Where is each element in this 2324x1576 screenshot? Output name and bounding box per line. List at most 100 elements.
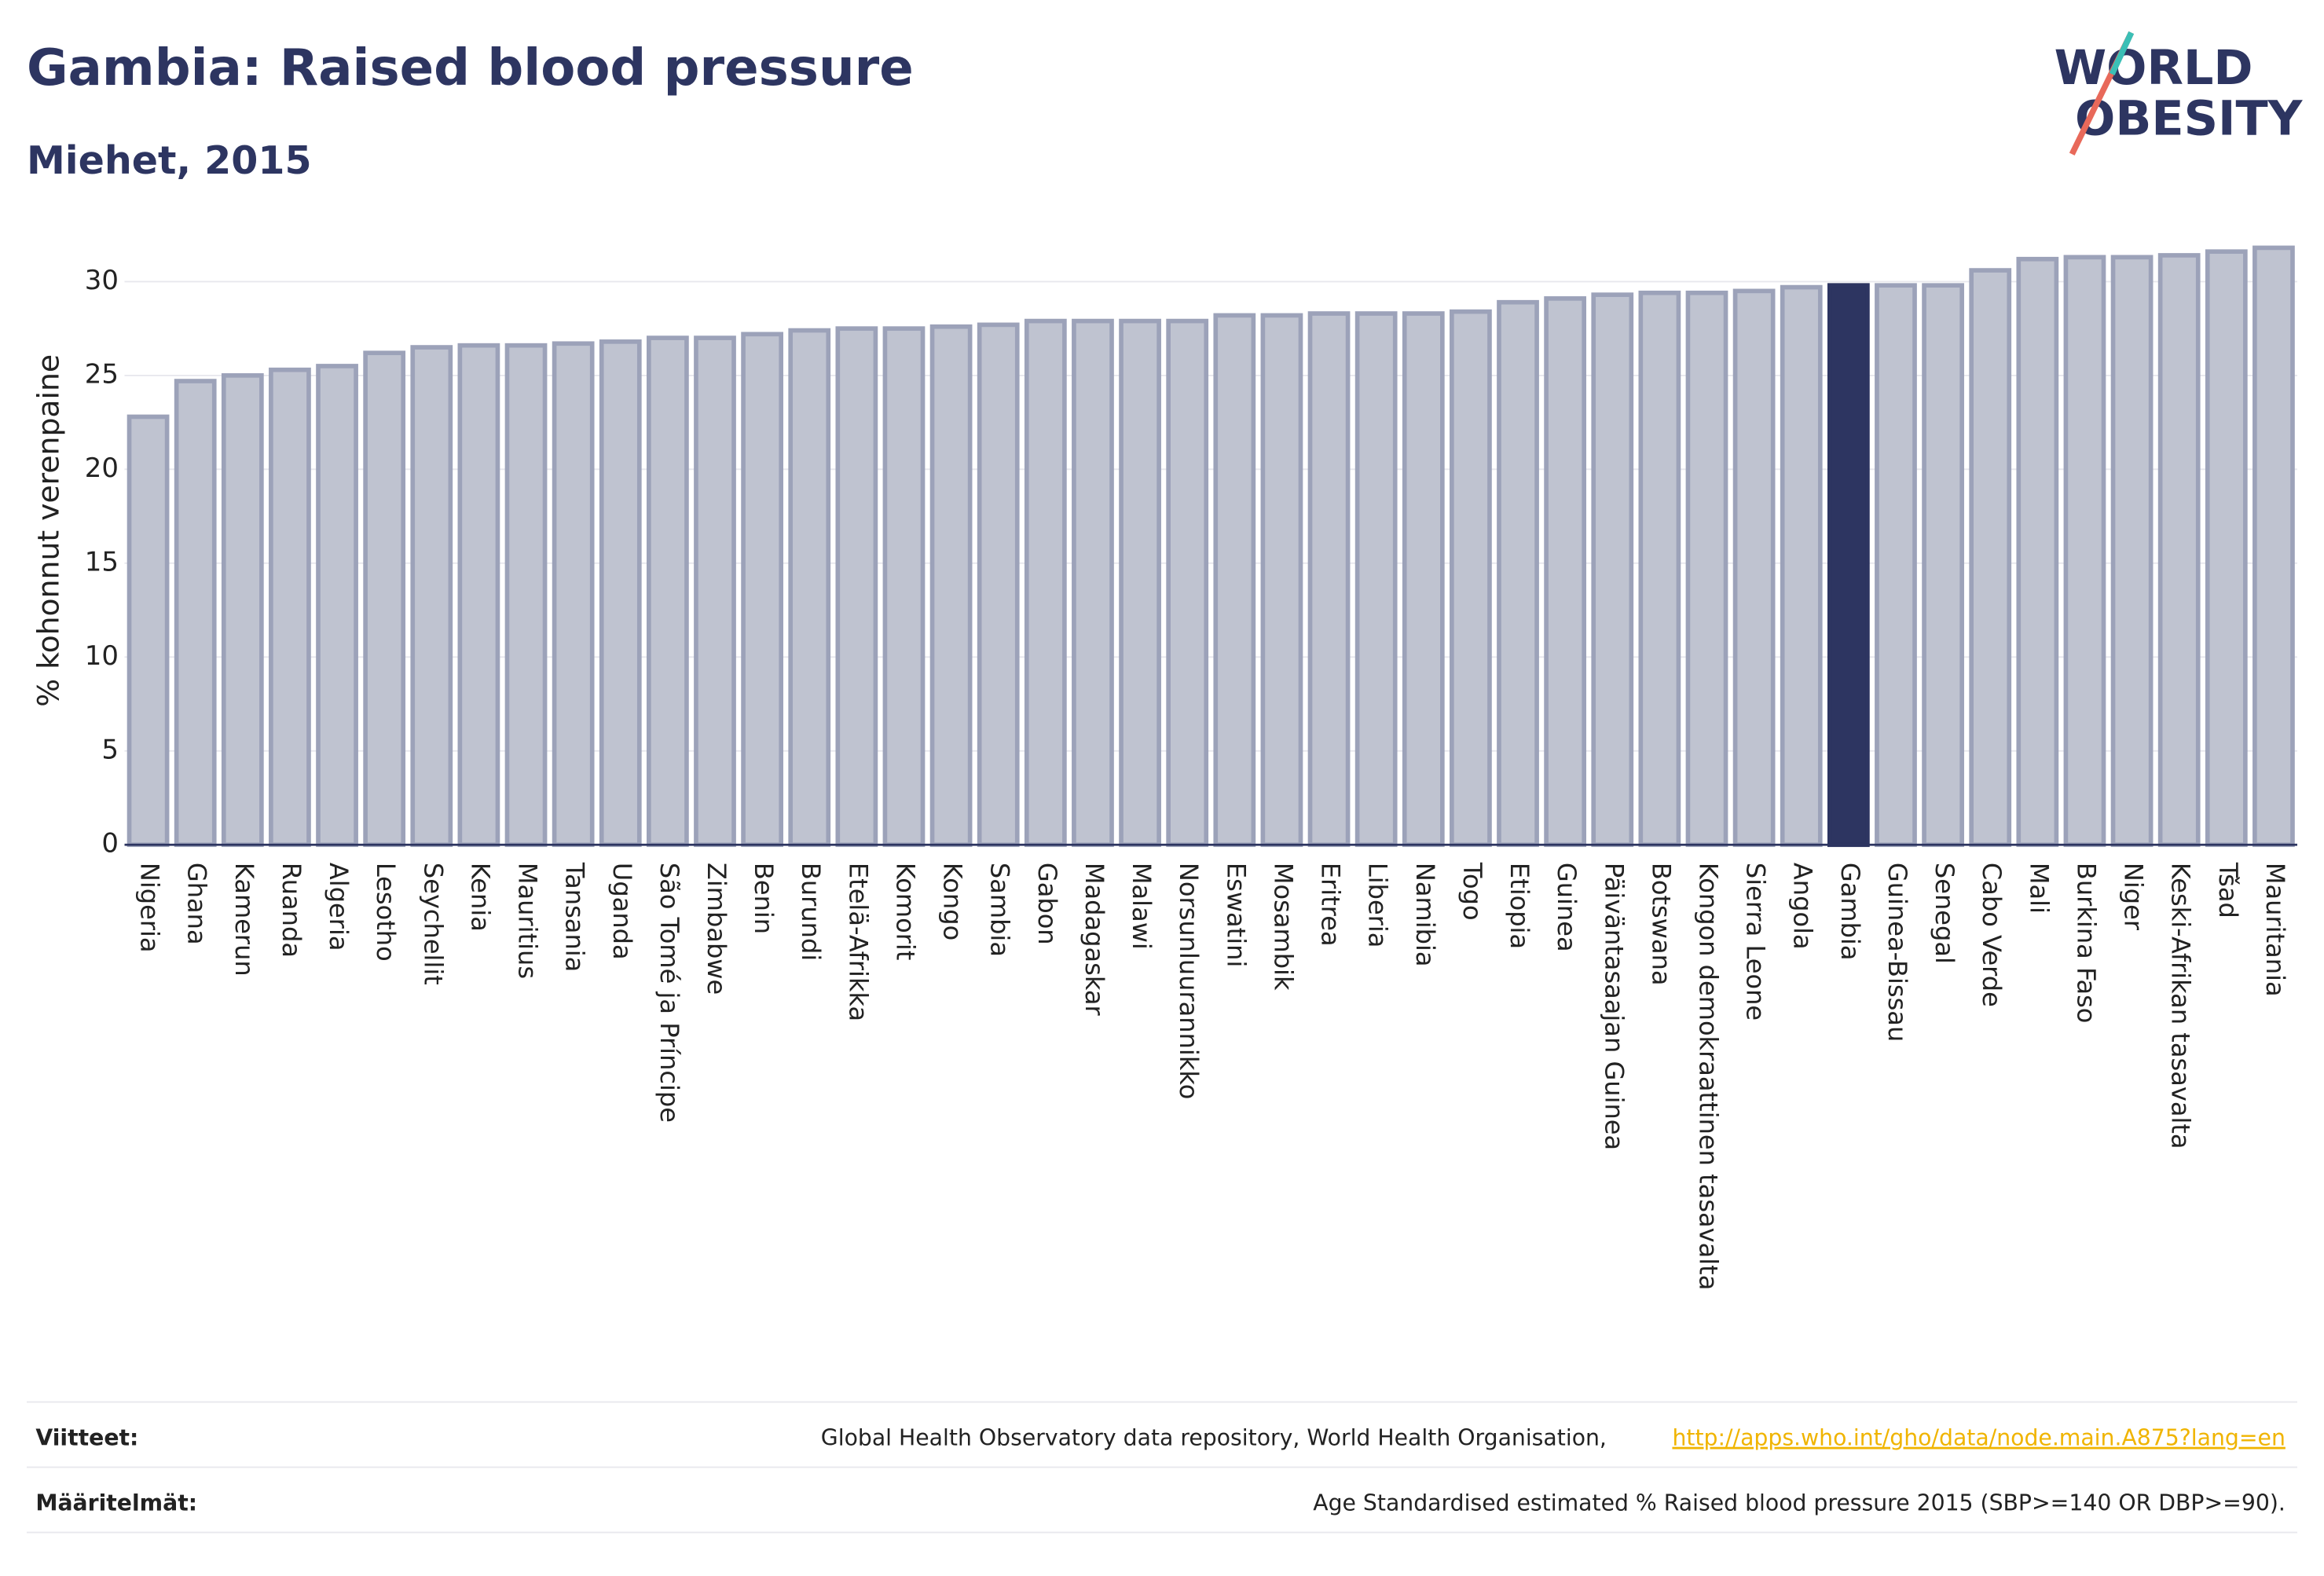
bar bbox=[504, 343, 548, 848]
y-tick-label: 10 bbox=[85, 640, 119, 672]
bar bbox=[1450, 309, 1492, 848]
x-tick-label: Botswana bbox=[1646, 863, 1676, 986]
x-tick-label: Namibia bbox=[1410, 863, 1440, 967]
x-tick-label: Seychellit bbox=[418, 863, 448, 985]
footer-label: Määritelmät: bbox=[35, 1490, 197, 1516]
bar bbox=[221, 373, 264, 848]
x-tick-label: Kongo bbox=[938, 863, 968, 940]
bar bbox=[1780, 284, 1823, 848]
y-tick-label: 25 bbox=[85, 358, 119, 390]
x-tick-label: Niger bbox=[2119, 863, 2149, 931]
bar bbox=[1969, 268, 2012, 848]
x-tick-label: Senegal bbox=[1930, 863, 1959, 964]
bar bbox=[1354, 311, 1398, 848]
x-tick-label: Eritrea bbox=[1316, 863, 1346, 947]
bar bbox=[126, 414, 170, 848]
bar bbox=[2063, 255, 2106, 848]
y-tick-label: 30 bbox=[85, 265, 119, 296]
x-tick-label: Ghana bbox=[182, 863, 212, 945]
footer-label: Viitteet: bbox=[35, 1425, 138, 1451]
x-tick-label: Norsunluurannikko bbox=[1174, 863, 1204, 1100]
logo-text: WORLD bbox=[2055, 41, 2253, 96]
x-tick-label: Nigeria bbox=[135, 863, 165, 953]
bar bbox=[1544, 296, 1587, 848]
x-tick-label: Gabon bbox=[1032, 863, 1062, 945]
x-tick-label: Angola bbox=[1788, 863, 1818, 950]
x-tick-label: Sambia bbox=[985, 863, 1015, 957]
x-tick-label: Mosambik bbox=[1268, 863, 1298, 991]
bar bbox=[977, 322, 1020, 848]
x-tick-label: Madagaskar bbox=[1080, 863, 1109, 1017]
bar bbox=[1024, 318, 1067, 848]
bar bbox=[552, 341, 595, 848]
x-tick-label: Tšad bbox=[2213, 862, 2243, 918]
bar bbox=[2157, 253, 2201, 848]
bar bbox=[1922, 283, 1964, 848]
bar bbox=[457, 343, 500, 848]
x-tick-label: Lesotho bbox=[371, 863, 401, 962]
bar bbox=[1875, 283, 1917, 848]
x-tick-label: Cabo Verde bbox=[1977, 863, 2007, 1007]
x-tick-label: Etiopia bbox=[1505, 863, 1534, 949]
bar bbox=[1732, 288, 1776, 848]
bar bbox=[2253, 245, 2295, 848]
logo-slash bbox=[2109, 31, 2135, 75]
x-tick-label: Uganda bbox=[607, 863, 637, 960]
x-tick-label: Päiväntasaajan Guinea bbox=[1599, 863, 1629, 1150]
bar bbox=[363, 350, 406, 848]
footer-text: Global Health Observatory data repositor… bbox=[821, 1425, 1607, 1451]
bar bbox=[1072, 318, 1114, 848]
x-tick-label: Mauritania bbox=[2260, 863, 2290, 997]
x-tick-label: São Tomé ja Príncipe bbox=[654, 863, 684, 1123]
bar bbox=[316, 364, 358, 848]
bar bbox=[1260, 313, 1303, 848]
x-tick-label: Etelä-Afrikka bbox=[843, 863, 873, 1021]
bar bbox=[269, 367, 311, 848]
bar bbox=[599, 339, 642, 848]
x-tick-label: Algeria bbox=[324, 863, 354, 951]
y-axis-label: % kohonnut verenpaine bbox=[31, 354, 66, 707]
x-tick-label: Burkina Faso bbox=[2071, 863, 2101, 1024]
y-tick-label: 20 bbox=[85, 453, 119, 484]
logo-text: OBESITY bbox=[2075, 91, 2304, 146]
bar bbox=[835, 326, 878, 848]
bar bbox=[741, 332, 783, 848]
y-tick-label: 0 bbox=[101, 828, 119, 859]
x-tick-label: Malawi bbox=[1127, 863, 1157, 950]
chart-title: Gambia: Raised blood pressure bbox=[27, 38, 914, 97]
chart-subtitle: Miehet, 2015 bbox=[27, 137, 312, 183]
x-tick-label: Liberia bbox=[1363, 863, 1393, 948]
bar bbox=[1402, 311, 1445, 848]
x-tick-label: Mali bbox=[2024, 863, 2054, 914]
x-tick-label: Sierra Leone bbox=[1741, 863, 1771, 1021]
bar bbox=[174, 379, 217, 848]
x-tick-label: Zimbabwe bbox=[702, 863, 731, 995]
x-tick-label: Gambia bbox=[1835, 863, 1865, 961]
x-tick-label: Eswatini bbox=[1221, 863, 1251, 967]
bar bbox=[929, 324, 973, 848]
bar bbox=[788, 328, 831, 848]
x-tick-label: Tansania bbox=[560, 862, 590, 972]
x-tick-label: Burundi bbox=[796, 863, 826, 961]
bar bbox=[410, 345, 453, 848]
bar bbox=[882, 326, 926, 848]
x-tick-label: Togo bbox=[1457, 862, 1487, 921]
x-tick-label: Keski-Afrikan tasavalta bbox=[2166, 863, 2196, 1149]
x-tick-label: Ruanda bbox=[277, 863, 306, 958]
footer-text: Age Standardised estimated % Raised bloo… bbox=[1313, 1490, 2286, 1516]
x-tick-label: Mauritius bbox=[513, 863, 543, 979]
footer-link[interactable]: http://apps.who.int/gho/data/node.main.A… bbox=[1672, 1425, 2285, 1451]
x-tick-label: Kenia bbox=[465, 863, 495, 932]
bar bbox=[1827, 283, 1870, 848]
bar bbox=[1497, 299, 1539, 848]
bar bbox=[1685, 290, 1728, 848]
x-tick-label: Benin bbox=[749, 863, 779, 934]
bar bbox=[1638, 290, 1681, 848]
bar bbox=[2110, 255, 2154, 848]
bar bbox=[1119, 318, 1161, 848]
x-tick-label: Guinea-Bissau bbox=[1882, 863, 1912, 1042]
bar bbox=[647, 335, 689, 848]
bar bbox=[2016, 256, 2059, 848]
bar bbox=[1591, 292, 1634, 848]
